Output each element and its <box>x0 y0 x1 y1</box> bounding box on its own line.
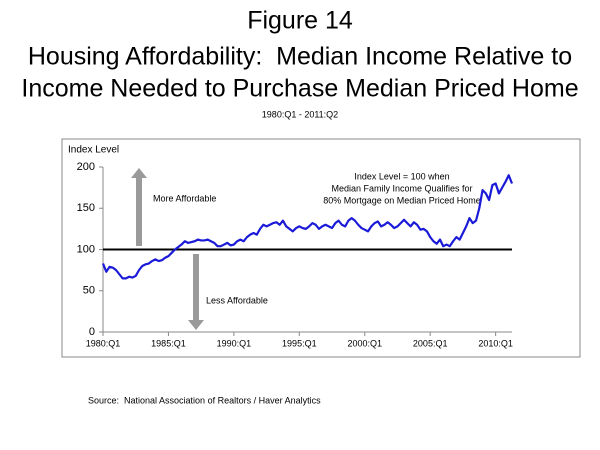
arrow-label: More Affordable <box>153 193 216 203</box>
chart-title: Housing Affordability: Median Income Rel… <box>28 43 572 71</box>
chart-title: Figure 14 <box>247 7 353 35</box>
subtitle: 1980:Q1 - 2011:Q2 <box>262 109 338 119</box>
y-tick-label: 100 <box>77 243 95 255</box>
annotation: Index Level = 100 when <box>354 171 449 181</box>
source: Source: National Association of Realtors… <box>88 395 321 405</box>
x-tick-label: 2000:Q1 <box>347 338 382 348</box>
x-tick-label: 1995:Q1 <box>282 338 317 348</box>
y-tick-label: 50 <box>83 285 95 297</box>
x-tick-label: 1990:Q1 <box>217 338 252 348</box>
y-tick-label: 200 <box>77 161 95 173</box>
x-tick-label: 1980:Q1 <box>86 338 121 348</box>
arrow-label: Less Affordable <box>206 295 268 305</box>
series-line <box>101 174 514 280</box>
arrow-up <box>131 168 147 246</box>
plot-frame <box>61 138 581 358</box>
y-axis-label: Index Level <box>68 145 119 156</box>
x-tick-label: 2005:Q1 <box>413 338 448 348</box>
x-tick-label: 1985:Q1 <box>151 338 186 348</box>
y-tick-label: 150 <box>77 202 95 214</box>
annotation: 80% Mortgage on Median Priced Home <box>323 195 481 205</box>
chart-title: Income Needed to Purchase Median Priced … <box>21 75 578 103</box>
y-tick-label: 0 <box>89 326 95 338</box>
arrow-down <box>188 254 204 330</box>
annotation: Median Family Income Qualifies for <box>331 183 472 193</box>
x-tick-label: 2010:Q1 <box>478 338 513 348</box>
